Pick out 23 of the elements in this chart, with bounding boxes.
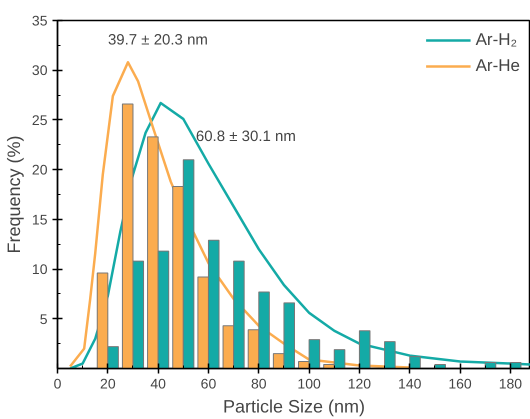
y-tick-label: 5 <box>40 310 48 327</box>
x-tick-label: 20 <box>100 376 116 392</box>
y-tick-label: 35 <box>32 12 48 28</box>
annotation: 39.7 ± 20.3 nm <box>108 31 208 48</box>
y-tick-label: 25 <box>32 112 48 128</box>
x-tick-label: 60 <box>200 376 216 392</box>
x-tick-label: 120 <box>348 376 372 392</box>
x-tick-label: 180 <box>498 376 522 392</box>
x-tick-label: 40 <box>150 376 166 392</box>
x-tick-label: 160 <box>448 376 472 392</box>
legend-label: Ar-H₂ <box>476 30 518 50</box>
y-tick-label: 30 <box>32 62 48 78</box>
y-axis-title: Frequency (%) <box>4 135 24 254</box>
x-axis-title: Particle Size (nm) <box>222 396 366 416</box>
annotation: 60.8 ± 30.1 nm <box>196 128 296 145</box>
y-tick-label: 20 <box>32 162 48 178</box>
legend-label: Ar-He <box>476 56 520 76</box>
y-tick-label: 15 <box>32 211 48 228</box>
x-tick-label: 100 <box>297 376 321 392</box>
x-tick-label: 80 <box>250 376 267 392</box>
x-tick-label: 140 <box>398 376 422 392</box>
x-tick-label: 0 <box>54 376 62 392</box>
y-tick-label: 10 <box>32 261 48 278</box>
